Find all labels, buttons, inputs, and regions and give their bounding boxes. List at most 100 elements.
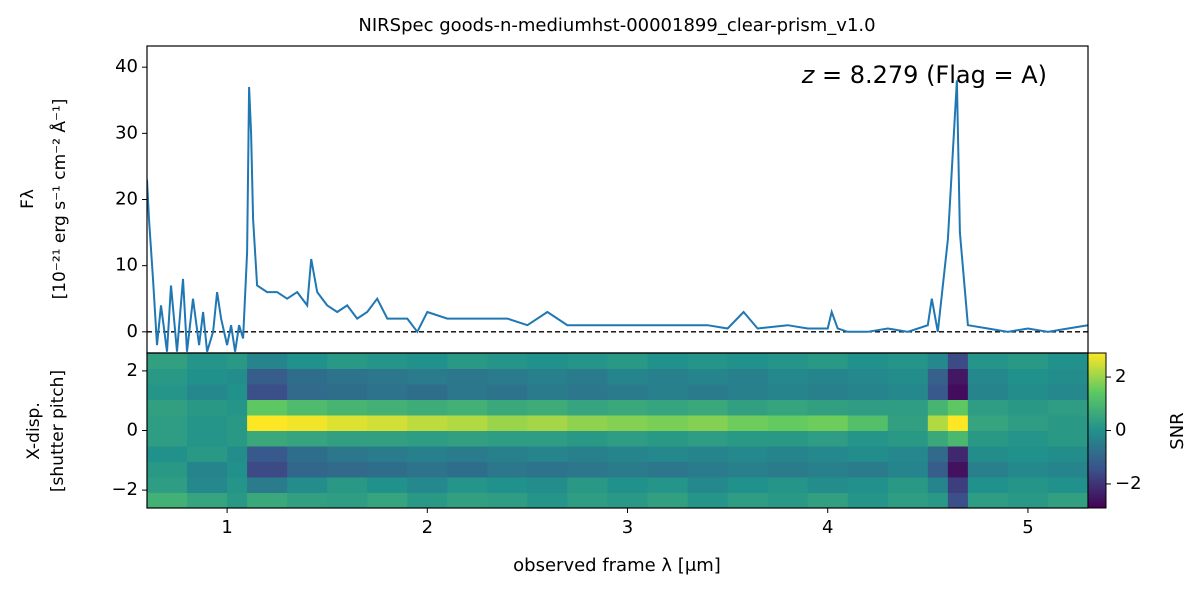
snr-cell — [567, 415, 608, 431]
y-tick-label: −2 — [111, 479, 138, 500]
snr-cell — [927, 353, 949, 369]
snr-cell — [807, 415, 849, 431]
snr-cell — [947, 492, 969, 509]
snr-cell — [1007, 430, 1049, 447]
colorbar — [1087, 352, 1107, 509]
snr-cell — [1007, 384, 1049, 400]
snr-cell — [147, 353, 188, 369]
snr-cell — [887, 415, 929, 431]
snr-cell — [647, 353, 689, 369]
snr-cell — [1047, 477, 1089, 493]
snr-cell — [287, 430, 328, 447]
snr-cell — [927, 477, 949, 493]
snr-cell — [227, 430, 248, 447]
snr-cell — [847, 368, 889, 385]
snr-cell — [227, 353, 248, 369]
snr-cell — [967, 399, 1009, 416]
snr-cell — [527, 446, 568, 462]
snr-cell — [767, 492, 809, 509]
annotation: z = 8.279 (Flag = A) — [801, 61, 1047, 89]
snr-cell — [147, 492, 188, 509]
snr-cell — [807, 399, 849, 416]
snr-cell — [947, 477, 969, 493]
y-axis-label: [shutter pitch] — [48, 370, 68, 492]
snr-cell — [1007, 477, 1049, 493]
snr-cell — [187, 461, 228, 478]
snr-cell — [187, 353, 228, 369]
snr-cell — [487, 477, 528, 493]
snr-cell — [367, 399, 408, 416]
snr-cell — [887, 353, 929, 369]
snr-cell — [147, 415, 188, 431]
x-tick-label: 5 — [1022, 517, 1033, 538]
snr-cell — [447, 492, 488, 509]
snr-cell — [927, 384, 949, 400]
snr-cell — [407, 368, 448, 385]
snr-cell — [887, 368, 929, 385]
snr-cell — [147, 430, 188, 447]
snr-cell — [607, 399, 649, 416]
snr-cell — [727, 477, 769, 493]
snr-cell — [487, 430, 528, 447]
snr-cell — [367, 415, 408, 431]
snr-cell — [247, 492, 288, 509]
snr-cell — [407, 384, 448, 400]
snr-cell — [327, 446, 368, 462]
snr-cell — [147, 461, 188, 478]
snr-cell — [1007, 368, 1049, 385]
snr-cell — [607, 430, 649, 447]
snr-cell — [687, 430, 729, 447]
snr-cell — [527, 415, 568, 431]
snr-cell — [647, 461, 689, 478]
snr-cell — [487, 399, 528, 416]
y-tick-label: 30 — [115, 122, 138, 143]
snr-cell — [407, 461, 448, 478]
snr-cell — [327, 384, 368, 400]
snr-cell — [367, 446, 408, 462]
snr-cell — [1047, 399, 1089, 416]
snr-cell — [147, 384, 188, 400]
snr-cell — [367, 430, 408, 447]
y-axis-label: X-disp. — [24, 402, 44, 460]
snr-cell — [1047, 492, 1089, 509]
snr-cell — [247, 430, 288, 447]
snr-cell — [247, 415, 288, 431]
snr-cell — [887, 399, 929, 416]
snr-cell — [967, 446, 1009, 462]
snr-cell — [487, 368, 528, 385]
snr-cell — [367, 368, 408, 385]
x-tick-label: 1 — [221, 517, 232, 538]
x-tick-label: 4 — [822, 517, 833, 538]
snr-cell — [567, 430, 608, 447]
colorbar-tick-label: 0 — [1115, 420, 1126, 441]
colorbar-label: SNR — [1167, 412, 1188, 449]
snr-cell — [647, 446, 689, 462]
snr-cell — [487, 384, 528, 400]
snr-cell — [607, 353, 649, 369]
snr-cell — [327, 353, 368, 369]
snr-cell — [527, 492, 568, 509]
snr-cell — [527, 477, 568, 493]
snr-cell — [607, 384, 649, 400]
snr-cell — [487, 446, 528, 462]
snr-cell — [187, 368, 228, 385]
snr-cell — [727, 368, 769, 385]
snr-cell — [947, 461, 969, 478]
snr-cell — [687, 353, 729, 369]
snr-cell — [727, 384, 769, 400]
snr-cell — [327, 399, 368, 416]
snr-cell — [687, 415, 729, 431]
snr-cell — [727, 399, 769, 416]
snr-cell — [567, 492, 608, 509]
snr-cell — [647, 477, 689, 493]
snr-cell — [247, 368, 288, 385]
snr-cell — [607, 368, 649, 385]
spectrum-line — [147, 80, 1088, 352]
y-tick-label: 2 — [127, 360, 138, 381]
snr-cell — [1007, 399, 1049, 416]
snr-cell — [447, 415, 488, 431]
snr-cell — [227, 368, 248, 385]
snr-cell — [887, 446, 929, 462]
chart-title: NIRSpec goods-n-mediumhst-00001899_clear… — [358, 15, 875, 36]
